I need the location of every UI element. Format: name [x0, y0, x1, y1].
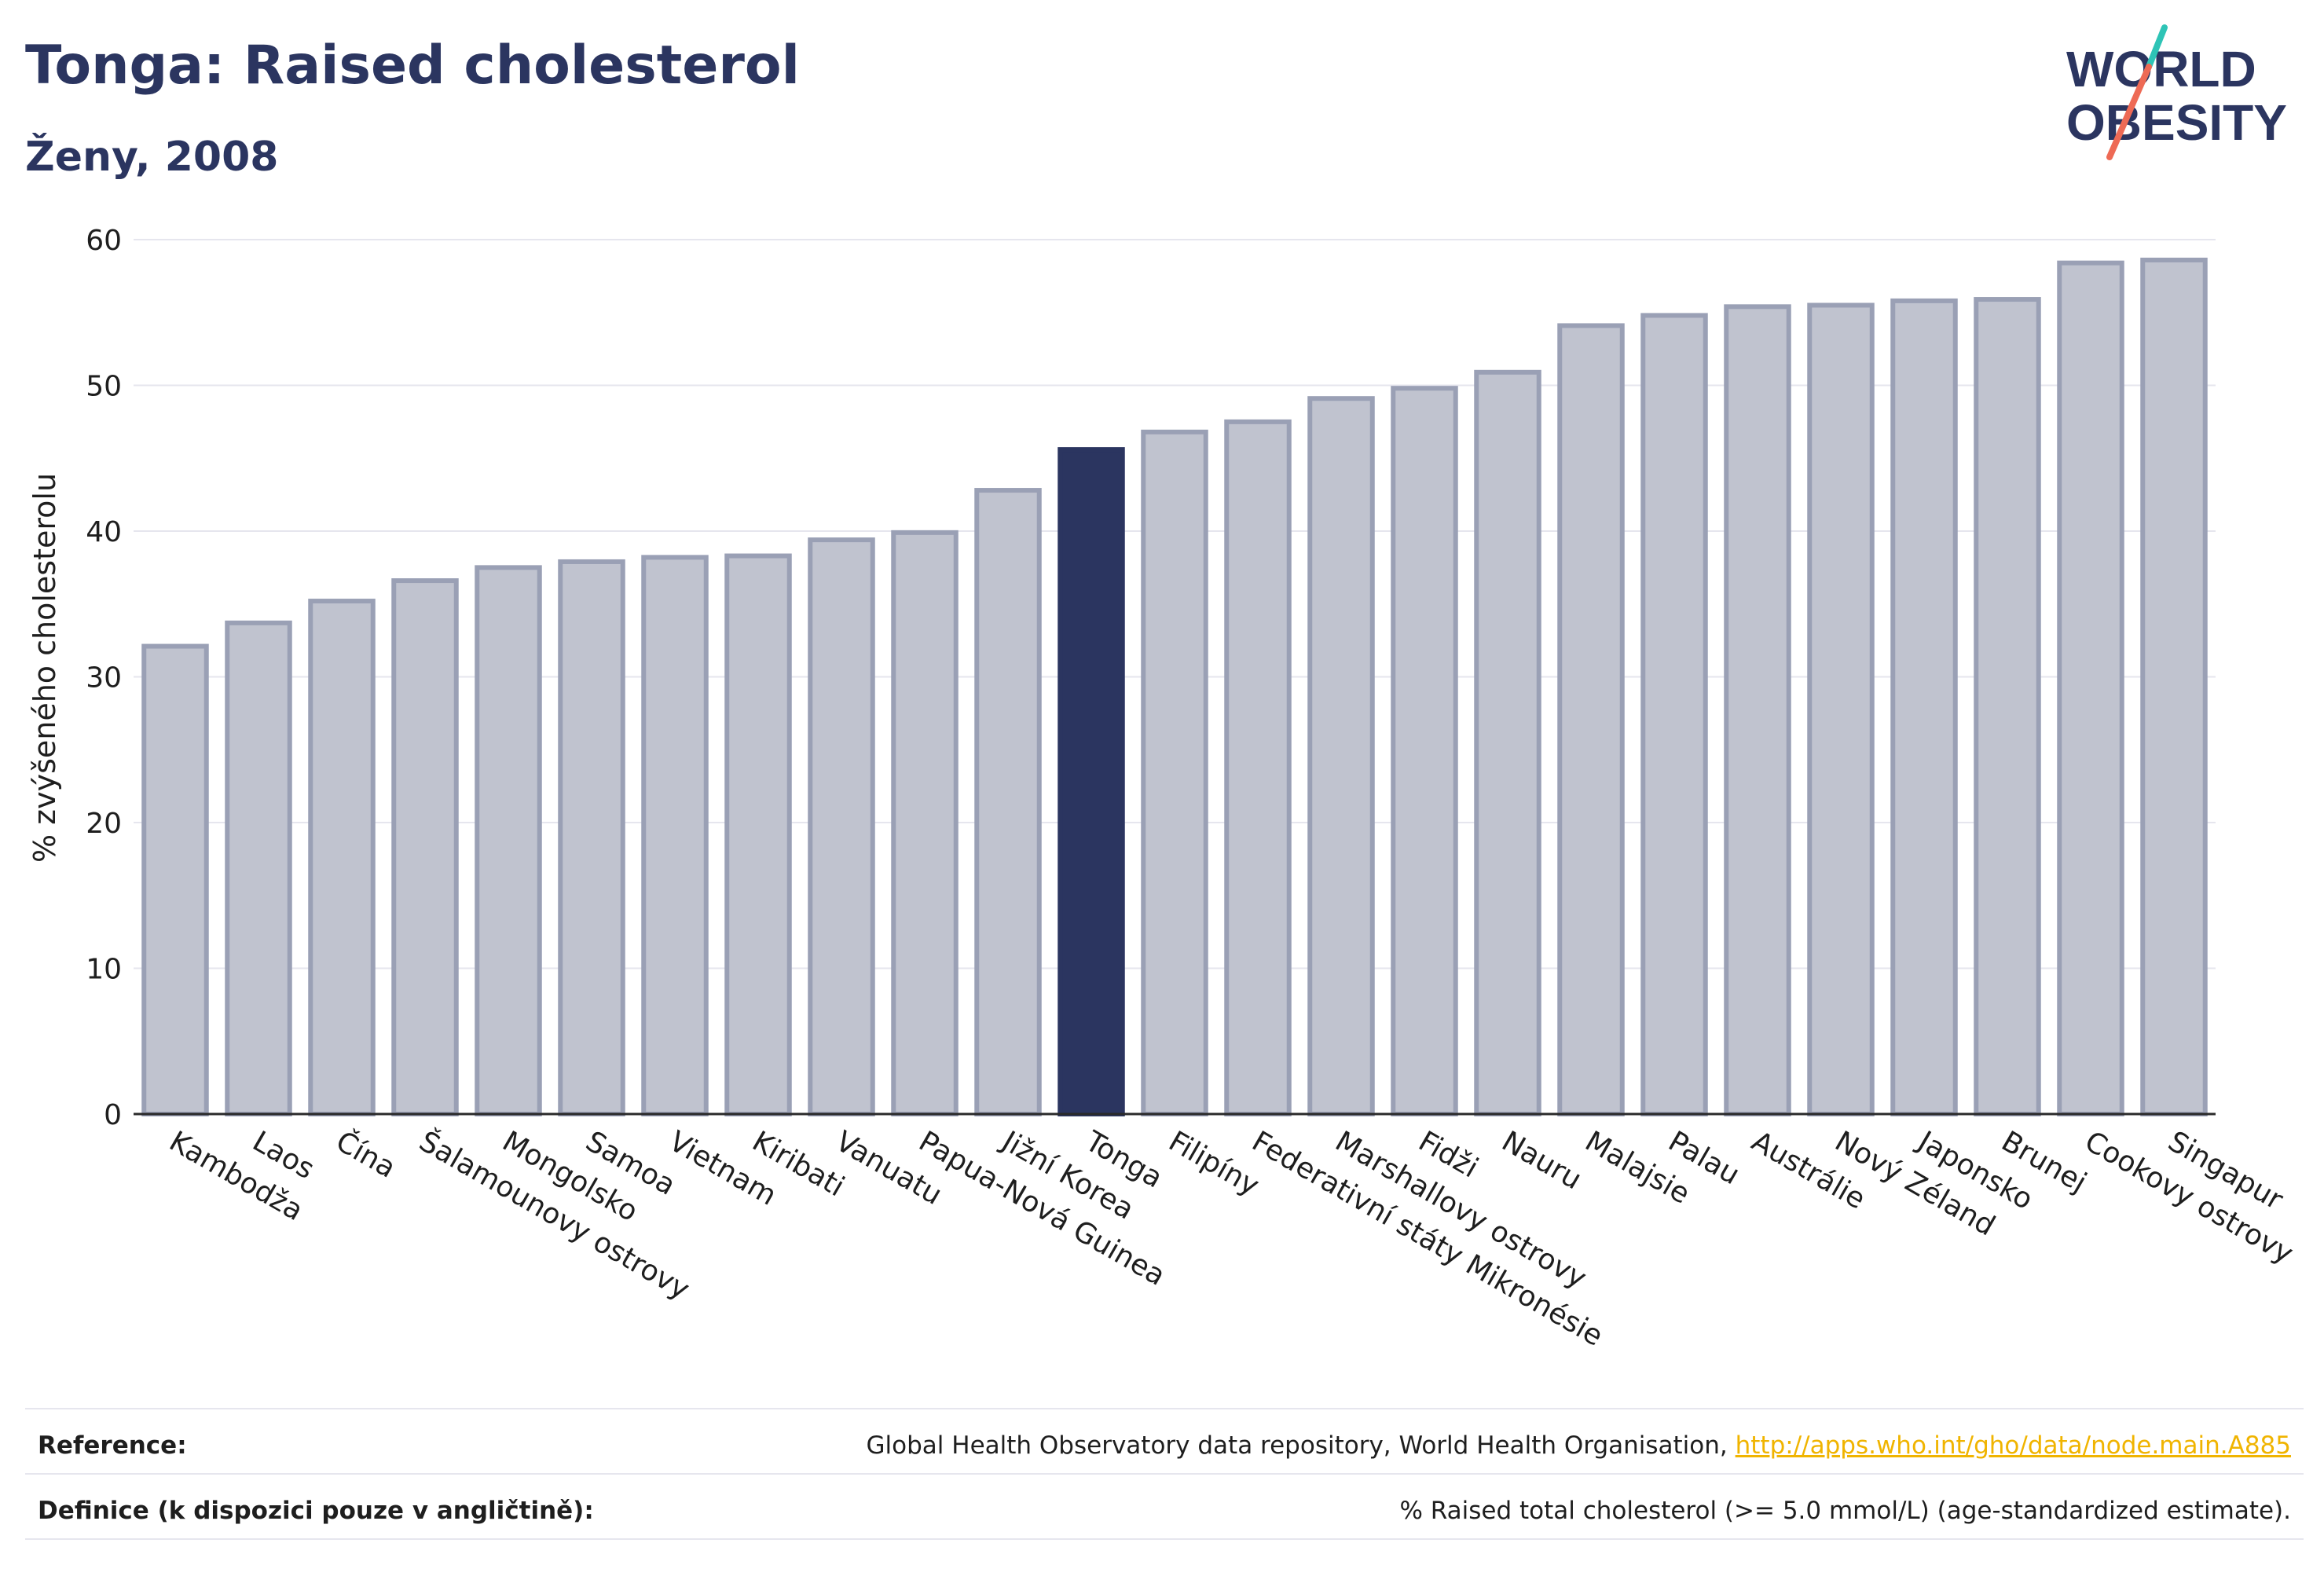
- bar: [1058, 447, 1125, 1116]
- world-obesity-logo: WORLD OBESITY: [2066, 24, 2287, 160]
- bar: [641, 555, 709, 1116]
- bar: [1640, 313, 1708, 1116]
- bar: [1557, 323, 1625, 1116]
- y-tick-label: 20: [86, 808, 122, 840]
- logo-line1: WORLD: [2066, 41, 2256, 97]
- chart-title: Tonga: Raised cholesterol: [25, 35, 800, 97]
- reference-label: Reference:: [38, 1431, 187, 1460]
- bars: [141, 257, 2208, 1117]
- bar: [2140, 257, 2208, 1117]
- bar: [1307, 396, 1375, 1116]
- bar: [974, 488, 1042, 1116]
- y-tick-label: 50: [86, 371, 122, 403]
- bar: [1391, 386, 1458, 1116]
- y-tick-label: 40: [86, 516, 122, 548]
- bar: [1974, 297, 2041, 1116]
- chart-subtitle: Ženy, 2008: [25, 134, 279, 181]
- bar: [308, 599, 376, 1116]
- bar: [1141, 429, 1208, 1116]
- bar: [225, 620, 292, 1116]
- footer-rule-bottom: [25, 1538, 2304, 1540]
- bar: [391, 578, 459, 1116]
- y-tick-label: 30: [86, 662, 122, 695]
- bar: [1224, 419, 1292, 1116]
- bar: [475, 565, 542, 1116]
- bar: [1474, 369, 1541, 1116]
- y-tick-label: 10: [86, 954, 122, 986]
- footer-rule-top: [25, 1408, 2304, 1409]
- footer-rule-middle: [25, 1473, 2304, 1475]
- bar: [558, 559, 625, 1116]
- bar: [1890, 298, 1958, 1116]
- x-tick-label: Nauru: [1497, 1125, 1587, 1196]
- bar: [724, 553, 792, 1116]
- y-tick-labels: 0 10 20 30 40 50 60: [86, 225, 122, 1131]
- definition-label: Definice (k dispozici pouze v angličtině…: [38, 1497, 594, 1525]
- bar: [2057, 260, 2124, 1116]
- x-tick-label: Čína: [331, 1124, 401, 1184]
- y-axis-label: % zvýšeného cholesterolu: [27, 473, 62, 863]
- y-tick-label: 60: [86, 225, 122, 257]
- bar: [141, 643, 209, 1116]
- bar: [808, 537, 875, 1116]
- bar: [891, 530, 959, 1116]
- reference-text: Global Health Observatory data repositor…: [866, 1431, 1736, 1460]
- definition-value: % Raised total cholesterol (>= 5.0 mmol/…: [1399, 1497, 2291, 1525]
- y-tick-label: 0: [104, 1099, 122, 1131]
- x-tick-label: Filipíny: [1164, 1125, 1265, 1202]
- bar: [1807, 302, 1875, 1117]
- logo-line2: OBESITY: [2066, 94, 2287, 151]
- bar: [1724, 304, 1791, 1117]
- reference-value: Global Health Observatory data repositor…: [867, 1431, 2291, 1460]
- reference-link[interactable]: http://apps.who.int/gho/data/node.main.A…: [1735, 1431, 2291, 1460]
